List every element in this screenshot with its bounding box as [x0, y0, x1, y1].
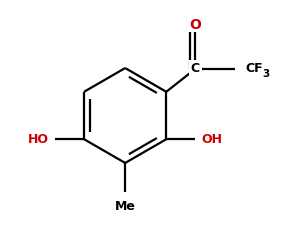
Text: Me: Me: [115, 200, 136, 213]
Text: 3: 3: [263, 69, 270, 79]
Text: C: C: [191, 62, 200, 75]
Text: O: O: [189, 18, 201, 32]
Text: HO: HO: [28, 133, 49, 146]
Text: OH: OH: [201, 133, 223, 146]
Text: CF: CF: [245, 62, 263, 75]
